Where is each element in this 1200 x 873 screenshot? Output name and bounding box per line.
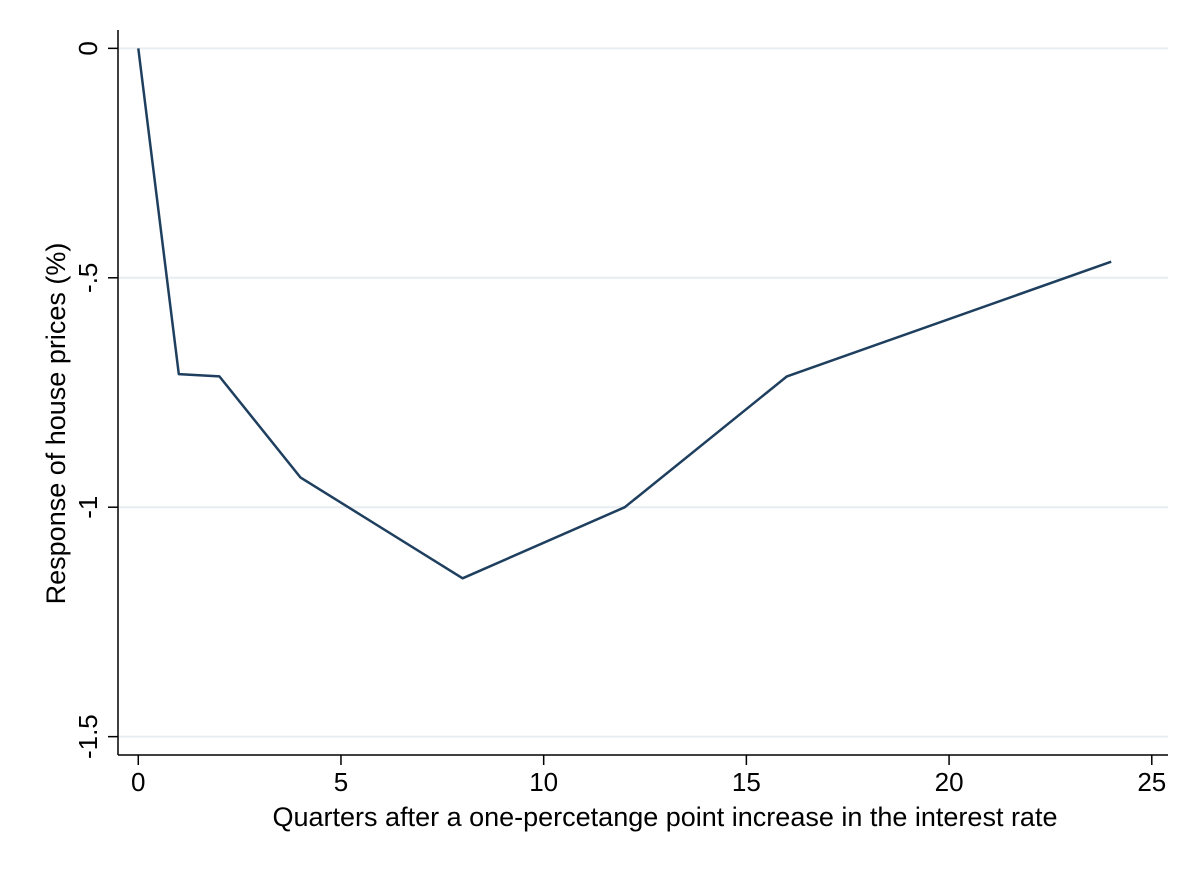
y-tick-label: -.5 (73, 263, 103, 293)
x-tick-label: 25 (1137, 767, 1166, 797)
y-axis-ticks: 0 -.5 -1 -1.5 (73, 41, 118, 759)
y-tick-label: 0 (73, 41, 103, 55)
x-axis-label: Quarters after a one-percetange point in… (273, 802, 1058, 832)
x-axis-ticks: 0 5 10 15 20 25 (131, 755, 1166, 797)
x-tick-label: 15 (732, 767, 761, 797)
y-tick-label: -1 (73, 496, 103, 519)
y-tick-label: -1.5 (73, 714, 103, 759)
x-tick-label: 0 (131, 767, 145, 797)
axes (117, 30, 1168, 756)
x-tick-label: 10 (529, 767, 558, 797)
y-axis-label: Response of house prices (%) (41, 243, 71, 605)
x-tick-label: 5 (334, 767, 348, 797)
series-line (137, 48, 1112, 580)
x-tick-label: 20 (935, 767, 964, 797)
series-layer (137, 48, 1112, 580)
gridlines (118, 47, 1168, 738)
